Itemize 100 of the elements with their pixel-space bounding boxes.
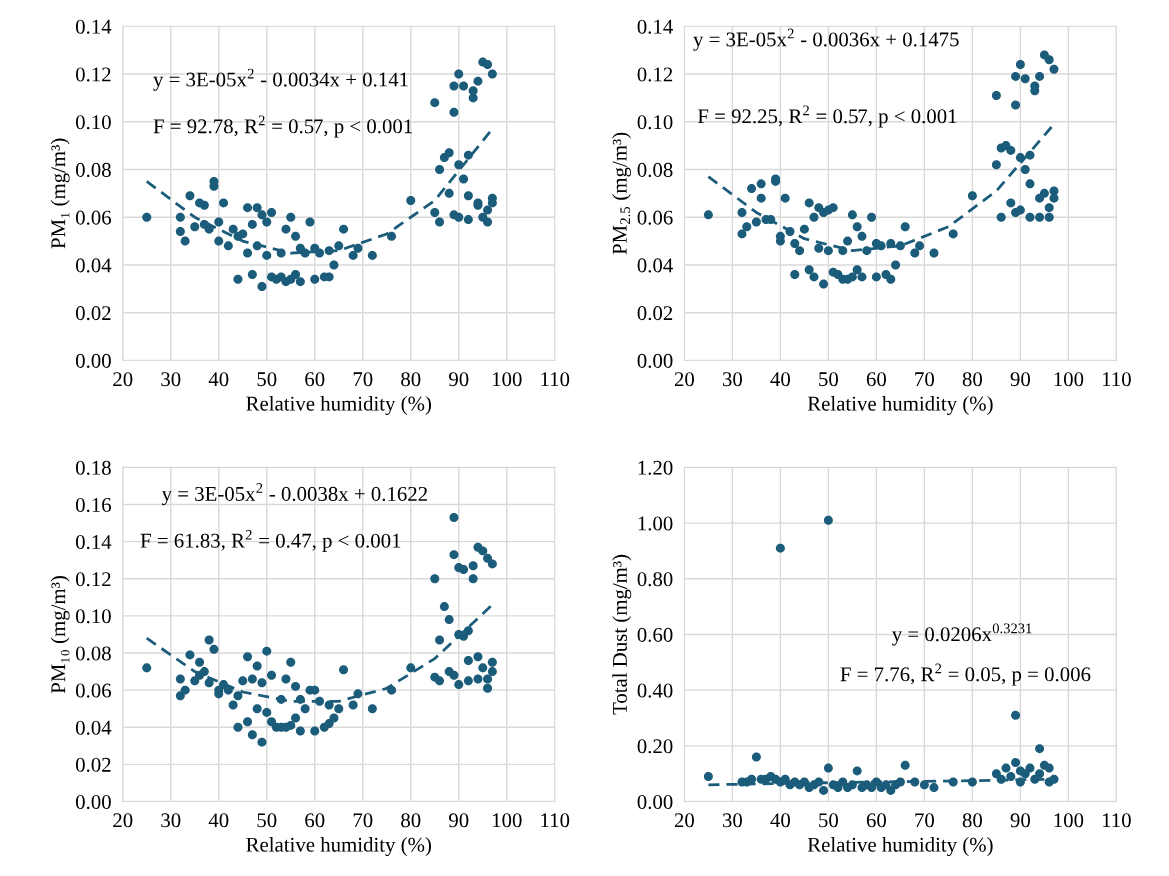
annotation: F = 92.25, R$^{2}$ = 0.57, p < 0.001: [697, 105, 957, 128]
point: [1011, 758, 1021, 768]
x-tick-label: 20: [674, 813, 694, 828]
y-tick-label: 0.02: [637, 306, 673, 321]
y-axis-title: Total Dust (mg/m³): [612, 554, 632, 715]
y-tick-label: 0.12: [637, 67, 673, 82]
point: [1025, 763, 1035, 773]
x-tick-label: 40: [770, 372, 790, 387]
point: [1049, 774, 1059, 784]
point: [1044, 763, 1054, 773]
y-tick-label: 0.10: [75, 115, 111, 130]
x-tick-label: 110: [1102, 813, 1131, 828]
x-axis-title: Relative humidity (%): [807, 396, 993, 415]
x-tick-label: 90: [449, 372, 469, 387]
x-tick-label: 80: [962, 372, 983, 387]
x-tick-label: 90: [449, 813, 469, 828]
x-tick-label: 110: [541, 372, 570, 387]
x-tick-label: 50: [819, 813, 838, 828]
point: [1006, 771, 1016, 781]
point: [919, 780, 929, 790]
point: [819, 785, 829, 795]
y-axis-title: PM₁ (mg/m³): [50, 138, 70, 249]
y-tick-label: 0.16: [75, 497, 112, 513]
annotation: y = 3E-05x$^{2}$ - 0.0038x + 0.1622: [161, 483, 427, 506]
point: [895, 777, 905, 787]
x-tick-label: 40: [208, 813, 229, 828]
point: [703, 771, 713, 781]
annotation: y = 3E-05x$^{2}$ - 0.0036x + 0.1475: [693, 28, 959, 51]
y-tick-label: 1.20: [638, 460, 673, 475]
x-tick-label: 60: [305, 372, 325, 387]
y-tick-label: 0.14: [75, 535, 112, 550]
point: [991, 769, 1001, 779]
y-tick-label: 0.00: [637, 794, 673, 810]
point: [747, 774, 757, 784]
x-tick-label: 30: [161, 813, 181, 828]
point: [751, 752, 761, 762]
y-tick-label: 0.80: [637, 572, 673, 587]
x-tick-label: 70: [353, 372, 373, 387]
point: [967, 777, 977, 787]
x-tick-label: 110: [1102, 372, 1131, 387]
y-tick-label: 0.04: [637, 258, 673, 273]
point: [814, 777, 824, 787]
point: [1001, 763, 1011, 773]
x-tick-label: 90: [1010, 372, 1031, 387]
point: [886, 785, 896, 795]
x-tick-label: 60: [305, 813, 325, 828]
y-axis-title: PM$_{2.5}$ (mg/m³): [612, 132, 632, 255]
y-tick-label: 0.08: [75, 162, 111, 178]
x-tick-label: 70: [915, 813, 935, 828]
x-tick-label: 100: [492, 813, 522, 828]
y-axis-title: PM₁₀ (mg/m³): [50, 576, 70, 694]
point: [775, 543, 785, 553]
x-tick-label: 100: [492, 372, 522, 387]
point: [1035, 744, 1045, 754]
x-tick-label: 40: [770, 813, 790, 828]
x-tick-label: 30: [161, 372, 181, 387]
x-tick-label: 30: [722, 813, 742, 828]
y-tick-label: 0.04: [75, 720, 112, 735]
y-tick-label: 0.18: [75, 460, 111, 475]
x-axis-title: Relative humidity (%): [807, 837, 993, 857]
annotation: F = 61.83, R$^{2}$ = 0.47, p < 0.001: [140, 529, 401, 552]
point: [900, 760, 910, 770]
y-tick-label: 0.06: [75, 683, 112, 698]
y-tick-label: 0.00: [75, 794, 111, 810]
x-tick-label: 70: [353, 813, 373, 828]
y-tick-label: 0.12: [75, 67, 111, 82]
y-tick-label: 0.60: [637, 627, 673, 642]
x-tick-label: 50: [257, 813, 277, 828]
point: [910, 777, 920, 787]
x-tick-label: 60: [866, 813, 887, 828]
y-tick-label: 0.14: [75, 19, 112, 34]
x-tick-label: 110: [541, 813, 570, 828]
y-tick-label: 0.40: [637, 683, 673, 698]
x-tick-label: 50: [819, 372, 838, 387]
point: [948, 777, 958, 787]
point: [867, 783, 877, 793]
annotation: y = 3E-05x$^{2}$ - 0.0034x + 0.141: [153, 68, 408, 91]
point: [847, 780, 857, 790]
x-tick-label: 50: [257, 372, 277, 387]
y-tick-label: 0.14: [637, 19, 673, 34]
x-tick-label: 60: [866, 372, 887, 387]
x-tick-label: 30: [722, 372, 742, 387]
y-tick-label: 0.04: [75, 258, 112, 273]
y-tick-label: 0.12: [75, 572, 111, 587]
y-tick-label: 0.06: [637, 210, 673, 225]
point: [1011, 710, 1021, 720]
y-tick-label: 0.20: [637, 739, 673, 754]
point: [823, 763, 833, 773]
x-tick-label: 100: [1054, 813, 1084, 828]
x-tick-label: 20: [674, 372, 694, 387]
x-tick-label: 90: [1010, 813, 1031, 828]
point: [852, 766, 862, 776]
annotation: F = 7.76, R$^{2}$ = 0.05, p = 0.006: [840, 663, 1091, 686]
point: [996, 774, 1006, 784]
point: [1015, 777, 1025, 787]
y-tick-label: 0.00: [637, 353, 673, 368]
y-tick-label: 0.10: [75, 609, 111, 624]
y-tick-label: 1.00: [638, 516, 673, 531]
annotation: y = 0.0206x$^{0.3231}$: [892, 623, 1032, 646]
y-tick-label: 0.02: [75, 306, 111, 321]
